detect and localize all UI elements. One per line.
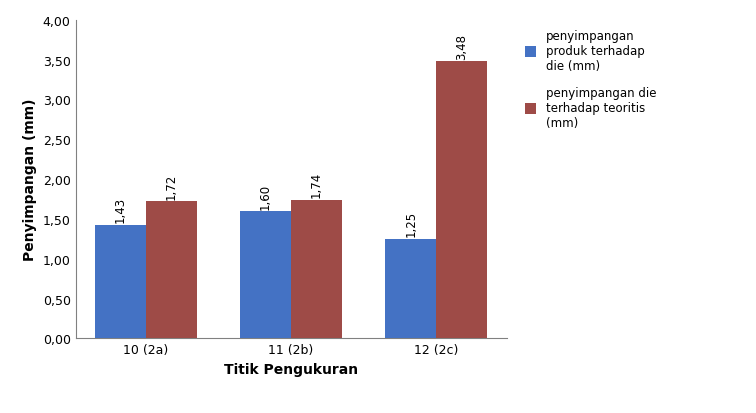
Text: 1,43: 1,43 — [114, 197, 127, 223]
Bar — [386, 239, 436, 339]
Bar — [146, 202, 197, 339]
Bar — [240, 211, 291, 339]
Y-axis label: Penyimpangan (mm): Penyimpangan (mm) — [23, 99, 37, 261]
Bar — [95, 225, 146, 339]
Text: 1,60: 1,60 — [259, 183, 272, 209]
Bar — [436, 62, 487, 339]
Text: 3,48: 3,48 — [455, 34, 468, 59]
X-axis label: Titik Pengukuran: Titik Pengukuran — [224, 362, 358, 376]
Bar — [291, 200, 342, 339]
Text: 1,74: 1,74 — [310, 172, 323, 198]
Text: 1,25: 1,25 — [404, 211, 417, 237]
Text: 1,72: 1,72 — [165, 173, 178, 199]
Legend: penyimpangan
produk terhadap
die (mm), penyimpangan die
terhadap teoritis
(mm): penyimpangan produk terhadap die (mm), p… — [521, 26, 660, 133]
